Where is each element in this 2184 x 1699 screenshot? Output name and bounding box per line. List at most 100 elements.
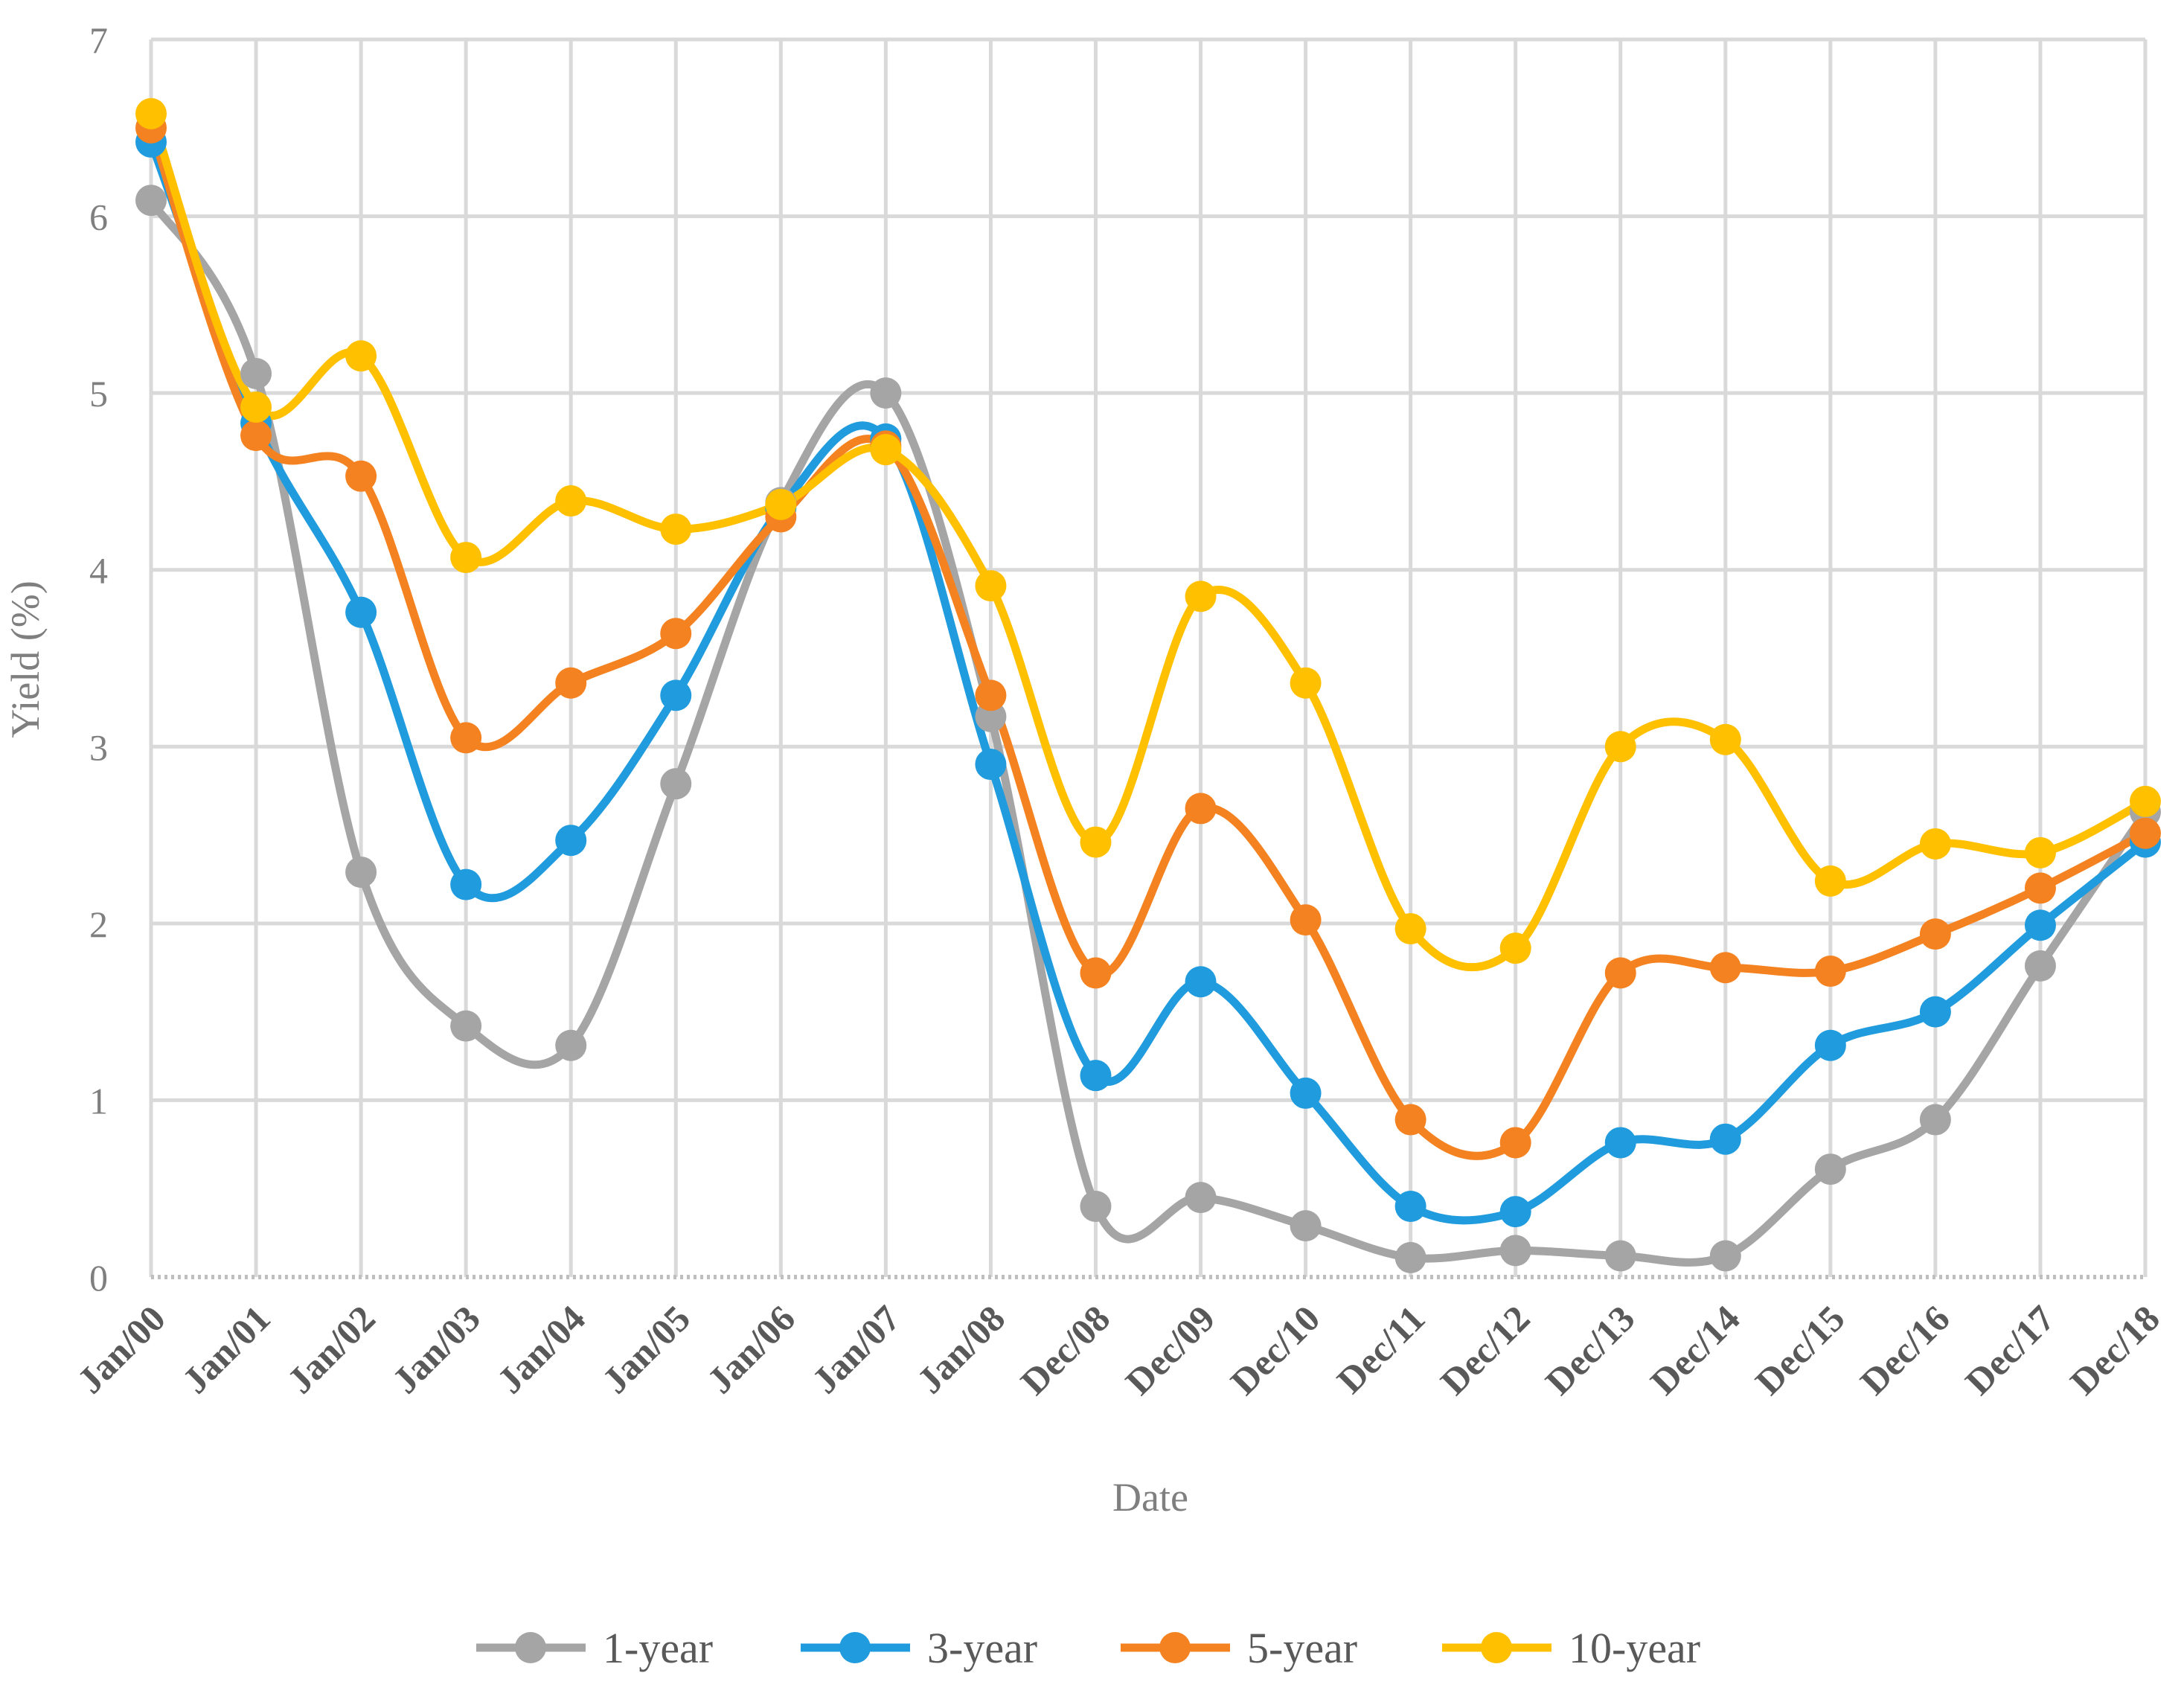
x-tick-label: Dec/11 — [1329, 1297, 1433, 1401]
x-tick-label: Jan/06 — [699, 1297, 803, 1401]
legend-label-3-year: 3-year — [927, 1624, 1037, 1672]
x-tick-label: Jan/07 — [804, 1297, 908, 1401]
data-point-3-year-Dec/16 — [1919, 996, 1951, 1028]
y-tick-label: 2 — [89, 903, 108, 945]
data-point-5-year-Jan/03 — [450, 722, 482, 754]
legend-marker-1-year — [515, 1632, 546, 1663]
data-point-10-year-Dec/12 — [1499, 932, 1531, 964]
legend-marker-5-year — [1159, 1632, 1191, 1663]
data-point-10-year-Dec/11 — [1394, 912, 1426, 944]
data-point-5-year-Dec/18 — [2130, 817, 2161, 849]
data-point-10-year-Dec/18 — [2130, 785, 2161, 817]
data-point-10-year-Jan/08 — [975, 570, 1007, 602]
data-point-10-year-Dec/15 — [1814, 865, 1846, 897]
x-tick-label: Jan/05 — [594, 1297, 698, 1401]
y-tick-label: 6 — [89, 196, 108, 238]
data-point-1-year-Dec/16 — [1919, 1104, 1951, 1136]
data-point-3-year-Jan/08 — [975, 749, 1007, 781]
data-point-10-year-Dec/17 — [2024, 836, 2056, 868]
data-point-3-year-Dec/17 — [2024, 909, 2056, 941]
data-point-10-year-Jan/04 — [555, 485, 587, 517]
data-point-1-year-Dec/12 — [1499, 1235, 1531, 1267]
data-point-3-year-Jan/04 — [555, 825, 587, 857]
data-point-3-year-Dec/10 — [1290, 1077, 1322, 1109]
data-point-5-year-Jan/02 — [345, 460, 377, 492]
data-point-1-year-Jan/02 — [345, 856, 377, 888]
x-tick-label: Dec/18 — [2062, 1297, 2168, 1403]
data-point-10-year-Dec/16 — [1919, 828, 1951, 860]
legend-label-1-year: 1-year — [603, 1624, 713, 1672]
data-point-3-year-Dec/11 — [1394, 1190, 1426, 1222]
data-point-10-year-Jan/03 — [450, 542, 482, 574]
legend-marker-3-year — [839, 1632, 871, 1663]
data-point-1-year-Dec/15 — [1814, 1154, 1846, 1186]
data-point-1-year-Dec/09 — [1185, 1182, 1217, 1214]
x-tick-label: Dec/16 — [1852, 1297, 1958, 1403]
data-point-3-year-Jan/05 — [660, 679, 692, 711]
y-tick-label: 5 — [89, 373, 108, 415]
x-axis-title: Date — [1112, 1475, 1188, 1520]
data-point-5-year-Jan/05 — [660, 618, 692, 650]
x-tick-label: Dec/12 — [1432, 1297, 1538, 1403]
x-tick-label: Dec/13 — [1537, 1297, 1643, 1403]
series-lines — [147, 109, 2150, 1267]
data-point-1-year-Dec/08 — [1080, 1190, 1112, 1222]
y-axis-title: Yield (%) — [3, 580, 48, 737]
data-point-1-year-Jan/00 — [135, 185, 167, 217]
x-tick-label: Dec/08 — [1013, 1297, 1118, 1403]
data-point-10-year-Jan/02 — [345, 340, 377, 372]
data-point-1-year-Dec/13 — [1604, 1240, 1636, 1272]
legend-label-10-year: 10-year — [1569, 1624, 1700, 1672]
data-point-5-year-Dec/17 — [2024, 872, 2056, 904]
data-point-1-year-Jan/04 — [555, 1029, 587, 1061]
data-point-10-year-Dec/14 — [1709, 723, 1741, 755]
y-tick-label: 0 — [89, 1257, 108, 1299]
data-point-10-year-Jan/05 — [660, 513, 692, 545]
legend: 1-year 3-year 5-year 10-year — [476, 1624, 1700, 1672]
data-point-1-year-Dec/11 — [1394, 1241, 1426, 1273]
data-point-3-year-Dec/14 — [1709, 1123, 1741, 1155]
data-point-10-year-Jan/00 — [135, 97, 167, 129]
legend-marker-10-year — [1481, 1632, 1512, 1663]
data-point-3-year-Dec/12 — [1499, 1196, 1531, 1228]
x-tick-label: Jan/02 — [279, 1297, 383, 1401]
gridlines — [149, 37, 2148, 1277]
data-point-3-year-Dec/13 — [1604, 1127, 1636, 1159]
data-point-5-year-Dec/10 — [1290, 904, 1322, 936]
data-point-3-year-Jan/03 — [450, 868, 482, 900]
data-point-1-year-Jan/07 — [870, 377, 902, 409]
data-point-1-year-Dec/14 — [1709, 1240, 1741, 1272]
x-tick-label: Dec/15 — [1747, 1297, 1853, 1403]
x-tick-label: Jan/03 — [384, 1297, 488, 1401]
legend-label-5-year: 5-year — [1247, 1624, 1357, 1672]
data-point-5-year-Dec/08 — [1080, 957, 1112, 989]
x-tick-label: Jan/00 — [69, 1297, 173, 1401]
x-tick-label: Dec/17 — [1957, 1297, 2063, 1403]
data-point-3-year-Dec/09 — [1185, 966, 1217, 998]
y-tick-label: 1 — [89, 1080, 108, 1122]
data-point-10-year-Jan/07 — [870, 434, 902, 466]
series-line-5-year — [147, 124, 2150, 1160]
data-point-5-year-Dec/09 — [1185, 793, 1217, 825]
y-tick-label: 4 — [89, 550, 108, 592]
y-tick-label: 7 — [89, 19, 108, 61]
data-point-5-year-Dec/11 — [1394, 1104, 1426, 1136]
data-point-10-year-Dec/08 — [1080, 826, 1112, 858]
data-point-5-year-Jan/01 — [240, 420, 272, 452]
data-point-1-year-Dec/10 — [1290, 1210, 1322, 1242]
x-tick-label: Jan/04 — [489, 1297, 593, 1401]
data-point-1-year-Dec/17 — [2024, 950, 2056, 982]
series-markers — [135, 97, 2161, 1273]
data-point-1-year-Jan/01 — [240, 358, 272, 390]
data-point-3-year-Dec/08 — [1080, 1060, 1112, 1092]
x-tick-label: Dec/10 — [1223, 1297, 1328, 1403]
data-point-5-year-Jan/04 — [555, 667, 587, 699]
x-tick-label: Dec/09 — [1118, 1297, 1223, 1403]
data-point-1-year-Jan/03 — [450, 1010, 482, 1042]
series-line-3-year — [147, 138, 2150, 1225]
data-point-10-year-Dec/09 — [1185, 580, 1217, 612]
y-tick-label: 3 — [89, 726, 108, 768]
data-point-5-year-Dec/14 — [1709, 952, 1741, 984]
